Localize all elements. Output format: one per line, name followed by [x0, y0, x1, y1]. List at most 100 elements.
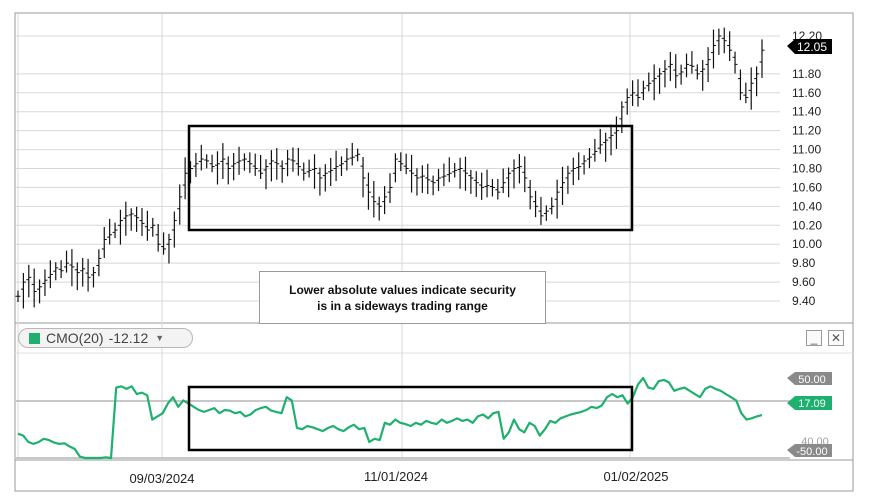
- price-bar: [705, 47, 711, 82]
- price-tick-label: 9.40: [792, 294, 816, 308]
- price-bar: [117, 209, 123, 245]
- price-bar: [721, 27, 727, 54]
- price-bar: [737, 69, 743, 101]
- price-bar: [522, 156, 528, 193]
- last-price-label: 12.05: [797, 40, 827, 54]
- chevron-down-icon[interactable]: ▼: [155, 333, 165, 343]
- price-bar: [452, 163, 458, 178]
- price-tick-label: 9.80: [792, 256, 816, 270]
- price-bar: [732, 51, 738, 74]
- price-bar: [511, 159, 517, 189]
- price-bar: [560, 166, 566, 206]
- price-bar: [700, 60, 706, 91]
- price-bar: [301, 162, 307, 181]
- price-bar: [214, 151, 220, 185]
- price-bar: [635, 79, 641, 107]
- price-bar: [624, 88, 630, 115]
- price-tick-label: 11.20: [792, 124, 821, 138]
- price-tick-label: 10.60: [792, 180, 822, 194]
- price-bar: [349, 142, 355, 166]
- price-bar: [538, 196, 544, 225]
- close-button[interactable]: ✕: [828, 330, 844, 346]
- svg-text:50.00: 50.00: [798, 374, 826, 386]
- price-tick-label: 11.00: [792, 143, 821, 157]
- price-bar: [689, 51, 695, 74]
- minimize-button[interactable]: _: [806, 330, 822, 346]
- price-bar: [85, 258, 91, 292]
- price-bar: [662, 60, 668, 88]
- price-bar: [295, 147, 301, 176]
- price-tick-label: 10.00: [792, 237, 822, 251]
- price-bar: [603, 132, 609, 162]
- svg-text:-50.00: -50.00: [796, 446, 827, 458]
- price-bar: [592, 138, 598, 162]
- price-bar: [586, 148, 592, 169]
- price-bar: [123, 201, 129, 236]
- price-bar: [716, 28, 722, 55]
- price-bar: [727, 31, 733, 61]
- price-bar: [279, 160, 285, 183]
- last-price-tag: 12.05: [787, 39, 832, 54]
- price-bar: [220, 143, 226, 180]
- cmo-grid: [16, 400, 790, 459]
- price-bar: [457, 157, 463, 189]
- price-bar: [365, 172, 371, 210]
- indicator-legend[interactable]: CMO(20) -12.12 ▼: [18, 328, 193, 348]
- price-bar: [333, 150, 339, 181]
- price-bar: [387, 173, 393, 203]
- price-bar: [53, 262, 59, 281]
- price-bar: [74, 262, 80, 291]
- price-bars: [15, 27, 765, 309]
- price-bar: [150, 217, 156, 237]
- annotation-box: Lower absolute values indicate security …: [259, 271, 546, 324]
- price-bar: [484, 169, 490, 198]
- price-bar: [166, 233, 172, 264]
- range-highlight-box: [187, 124, 634, 232]
- cmo-tag-lower: 40.00 -50.00: [787, 436, 832, 458]
- cmo-tag-current: 17.09: [787, 396, 832, 410]
- price-bar: [619, 101, 625, 134]
- price-bar: [473, 171, 479, 197]
- price-bar: [425, 163, 431, 195]
- cmo-line: [17, 376, 763, 460]
- price-bar: [468, 169, 474, 194]
- indicator-value: -12.12: [108, 330, 149, 346]
- price-bar: [651, 64, 657, 101]
- price-bar: [748, 67, 754, 110]
- price-bar: [182, 157, 188, 200]
- price-bar: [274, 148, 280, 180]
- price-bar: [409, 154, 415, 193]
- price-bar: [134, 206, 140, 232]
- price-bar: [516, 154, 522, 184]
- price-bar: [101, 226, 107, 259]
- price-bar: [646, 72, 652, 92]
- price-bar: [90, 266, 96, 288]
- price-bar: [441, 163, 447, 187]
- cmo-swatch-icon: [29, 332, 40, 344]
- cmo-tag-upper: 50.00: [787, 372, 832, 386]
- price-bar: [198, 144, 204, 171]
- price-bar: [694, 64, 700, 80]
- price-bar: [268, 150, 274, 182]
- price-bar: [392, 153, 398, 183]
- price-bar: [128, 208, 134, 231]
- price-bar: [419, 165, 425, 193]
- price-bar: [462, 156, 468, 191]
- price-bar: [382, 186, 388, 215]
- price-bar: [743, 82, 749, 104]
- price-bar: [500, 168, 506, 194]
- price-bar: [527, 180, 533, 210]
- x-tick-label: 09/03/2024: [129, 471, 194, 486]
- price-bar: [608, 124, 614, 156]
- price-bar: [231, 152, 237, 181]
- price-bar: [533, 190, 539, 218]
- price-bar: [306, 159, 312, 178]
- price-bar: [581, 155, 587, 175]
- price-bar: [754, 66, 760, 97]
- price-bar: [667, 51, 673, 81]
- price-bar: [317, 167, 323, 196]
- price-tick-label: 11.80: [792, 67, 821, 81]
- price-bar: [241, 153, 247, 171]
- price-bar: [247, 152, 253, 173]
- price-bar: [759, 39, 765, 78]
